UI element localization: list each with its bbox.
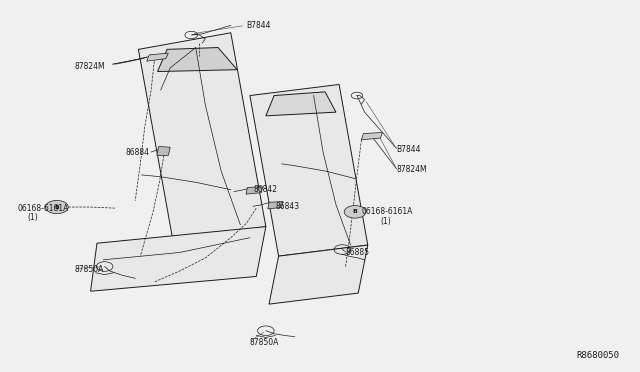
Polygon shape: [138, 33, 266, 243]
Text: B7844: B7844: [246, 21, 271, 30]
Text: 87850A: 87850A: [75, 264, 104, 273]
Text: R8680050: R8680050: [577, 350, 620, 359]
Text: 87824M: 87824M: [396, 165, 427, 174]
Text: B7844: B7844: [396, 145, 421, 154]
Polygon shape: [266, 92, 336, 116]
Polygon shape: [157, 147, 170, 155]
Polygon shape: [250, 84, 368, 256]
Text: B: B: [54, 205, 60, 209]
Text: (1): (1): [381, 217, 391, 225]
Polygon shape: [147, 53, 168, 61]
Text: 06168-6161A: 06168-6161A: [17, 203, 68, 213]
Polygon shape: [268, 202, 283, 209]
Text: 86843: 86843: [275, 202, 300, 211]
Circle shape: [45, 201, 68, 214]
Circle shape: [344, 206, 366, 218]
Text: 87850A: 87850A: [250, 339, 279, 347]
Text: 86842: 86842: [253, 185, 277, 194]
Text: 86884: 86884: [125, 148, 150, 157]
Text: 86885: 86885: [346, 248, 369, 257]
Polygon shape: [269, 245, 368, 304]
Text: 06168-6161A: 06168-6161A: [362, 207, 413, 217]
Text: B: B: [353, 209, 358, 214]
Polygon shape: [91, 227, 266, 291]
Polygon shape: [246, 187, 262, 194]
Text: 87824M: 87824M: [75, 61, 106, 71]
Text: (1): (1): [27, 213, 38, 222]
Polygon shape: [157, 48, 237, 71]
Polygon shape: [362, 132, 383, 140]
